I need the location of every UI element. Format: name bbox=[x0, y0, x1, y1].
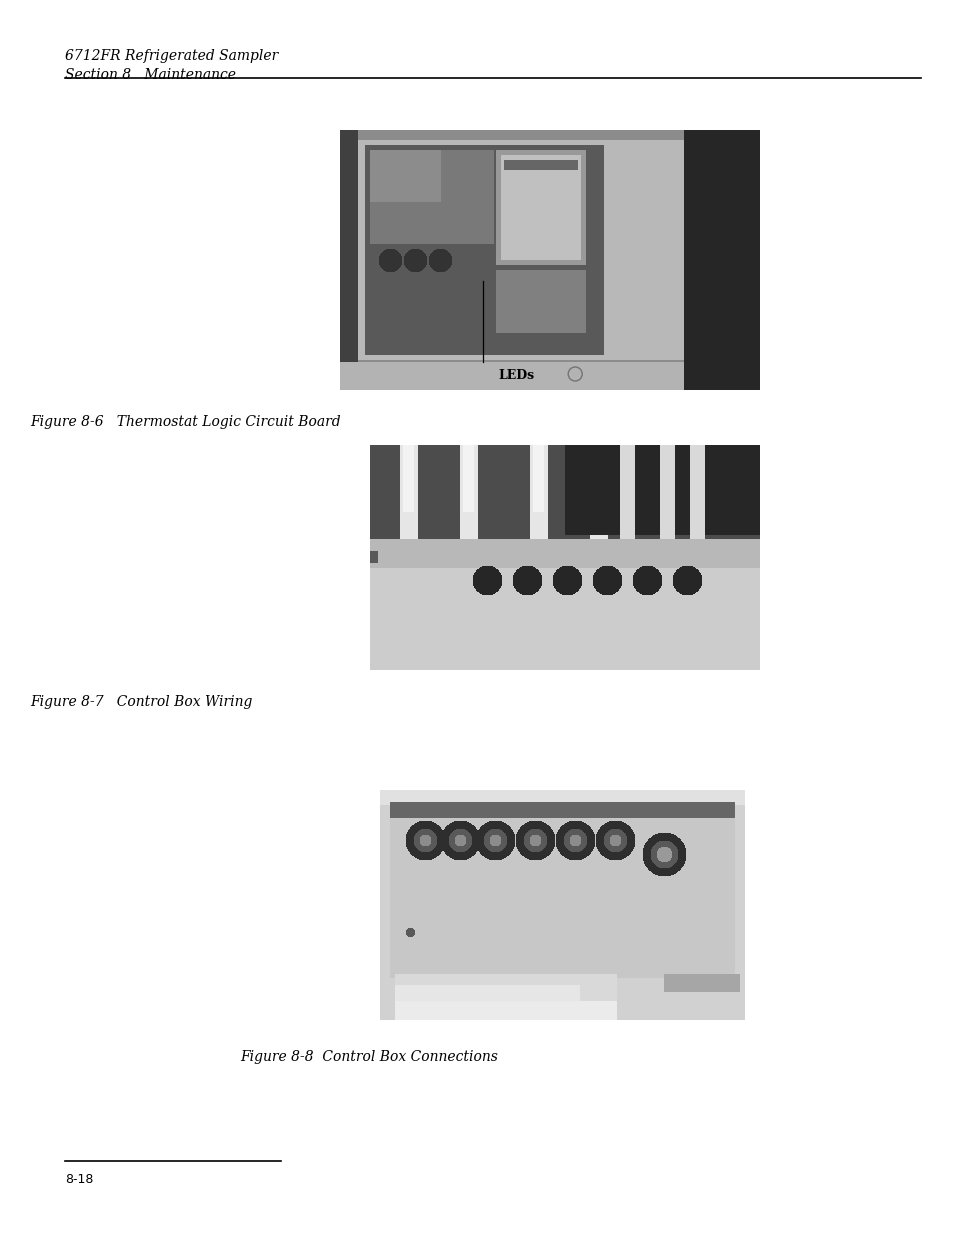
Text: Section 8   Maintenance: Section 8 Maintenance bbox=[65, 68, 235, 82]
Text: 8-18: 8-18 bbox=[65, 1173, 93, 1187]
Text: LEDs: LEDs bbox=[497, 369, 534, 382]
Text: Figure 8-8  Control Box Connections: Figure 8-8 Control Box Connections bbox=[240, 1050, 497, 1065]
Text: 6712FR Refrigerated Sampler: 6712FR Refrigerated Sampler bbox=[65, 49, 278, 63]
Text: Figure 8-6   Thermostat Logic Circuit Board: Figure 8-6 Thermostat Logic Circuit Boar… bbox=[30, 415, 340, 429]
Text: Figure 8-7   Control Box Wiring: Figure 8-7 Control Box Wiring bbox=[30, 695, 253, 709]
